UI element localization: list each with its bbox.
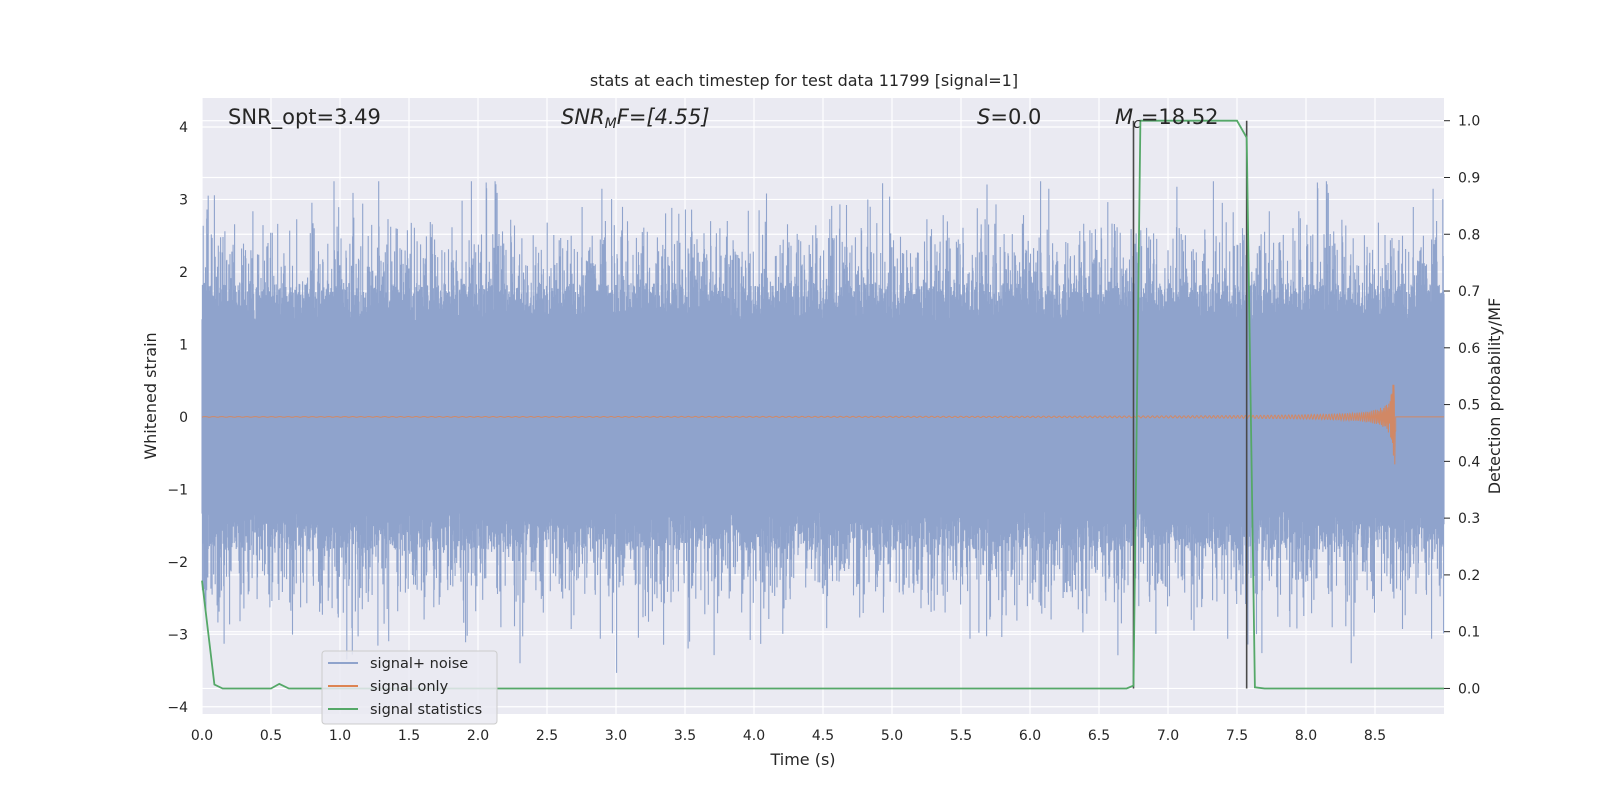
legend-label-signal-noise: signal+ noise	[370, 656, 468, 672]
legend: signal+ noise signal only signal statist…	[321, 650, 498, 725]
signal-only-line	[201, 384, 1444, 465]
y2-tick-label-9: 0.1	[1458, 625, 1480, 641]
y2-tick-label-0: 1.0	[1458, 114, 1480, 130]
x-tick-label-0: 0.0	[191, 728, 213, 744]
series-signal-only	[201, 384, 1444, 465]
annotation-snr-mf-subscript: M	[605, 116, 617, 132]
x-tick-label-15: 7.5	[1226, 728, 1248, 744]
y2-tick-label-5: 0.5	[1458, 398, 1480, 414]
y2-axis-label: Detection probability/MF	[1485, 298, 1504, 495]
x-tick-label-17: 8.5	[1364, 728, 1386, 744]
x-tick-label-8: 4.0	[743, 728, 765, 744]
chart-title: stats at each timestep for test data 117…	[590, 71, 1018, 90]
annotation-snr-opt: SNR_opt=3.49	[228, 105, 381, 130]
x-tick-label-14: 7.0	[1157, 728, 1179, 744]
x-tick-label-10: 5.0	[881, 728, 903, 744]
annotation-s-symbol: S	[977, 105, 990, 129]
signal-statistics-line	[201, 119, 1444, 690]
legend-label-signal-statistics: signal statistics	[370, 702, 482, 718]
y2-tick-label-2: 0.8	[1458, 227, 1480, 243]
series-signal-noise	[201, 181, 1445, 673]
x-axis-label: Time (s)	[769, 750, 835, 769]
y2-tick-label-1: 0.9	[1458, 170, 1480, 186]
y2-tick-label-7: 0.3	[1458, 511, 1480, 527]
y-tick-label-2: 2	[179, 265, 188, 281]
y-tick-label-4: 0	[179, 410, 188, 426]
x-tick-label-5: 2.5	[536, 728, 558, 744]
y-tick-label-3: 1	[179, 337, 188, 353]
x-tick-label-11: 5.5	[950, 728, 972, 744]
legend-box	[321, 650, 498, 725]
y2-tick-label-4: 0.6	[1458, 341, 1480, 357]
x-tick-label-6: 3.0	[605, 728, 627, 744]
x-tick-label-9: 4.5	[812, 728, 834, 744]
x-tick-label-7: 3.5	[674, 728, 696, 744]
annotation-s-value: =0.0	[990, 105, 1041, 129]
ticks: 0.0 0.5 1.0 1.5 2.0 2.5 3.0 3.5 4.0 4.5 5.0 5.5 6.0 6…	[167, 114, 1480, 744]
annotation-mc-value: =18.52	[1141, 105, 1219, 129]
vertical-markers	[1132, 120, 1248, 689]
x-tick-label-13: 6.5	[1088, 728, 1110, 744]
annotation-mc-subscript: c	[1133, 116, 1141, 132]
annotation-s: S=0.0	[977, 105, 1041, 129]
legend-label-signal-only: signal only	[370, 679, 449, 695]
y-tick-label-7: −3	[167, 627, 188, 643]
signal-noise-line	[201, 181, 1445, 673]
annotation-mc-symbol: M	[1115, 105, 1133, 129]
x-tick-label-4: 2.0	[467, 728, 489, 744]
y-tick-label-1: 3	[179, 192, 188, 208]
annotation-snr-mf-value: F=[4.55]	[617, 105, 710, 129]
y-axis-label: Whitened strain	[141, 332, 160, 459]
y-tick-label-6: −2	[167, 555, 188, 571]
x-tick-label-12: 6.0	[1019, 728, 1041, 744]
y-tick-label-5: −1	[167, 482, 188, 498]
x-tick-label-1: 0.5	[260, 728, 282, 744]
series-signal-statistics	[201, 119, 1444, 690]
y-tick-label-8: −4	[167, 700, 188, 716]
x-tick-label-3: 1.5	[398, 728, 420, 744]
y2-tick-label-10: 0.0	[1458, 681, 1480, 697]
y2-tick-label-6: 0.4	[1458, 454, 1480, 470]
x-tick-label-16: 8.0	[1295, 728, 1317, 744]
x-tick-label-2: 1.0	[329, 728, 351, 744]
annotation-snr-mf-base: SNR	[561, 105, 605, 129]
y2-tick-label-3: 0.7	[1458, 284, 1480, 300]
annotation-mc: Mc=18.52	[1115, 105, 1219, 132]
annotation-snr-mf: SNRMF=[4.55]	[561, 105, 710, 132]
y-tick-label-0: 4	[179, 120, 188, 136]
y2-tick-label-8: 0.2	[1458, 568, 1480, 584]
